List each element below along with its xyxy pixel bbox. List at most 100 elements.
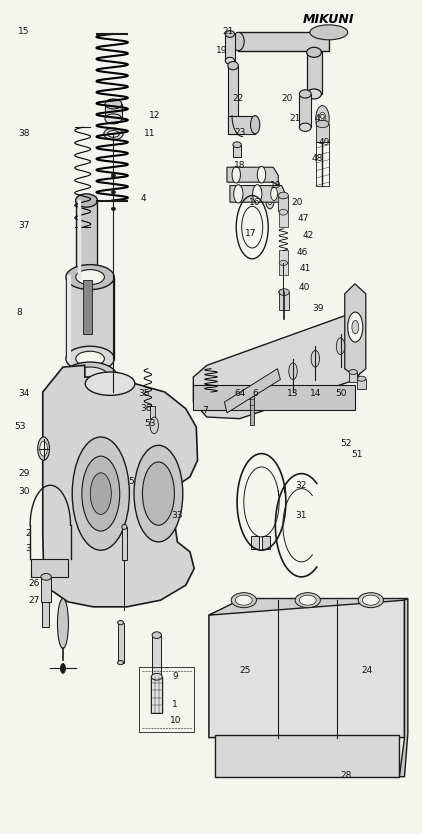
Text: 49: 49 — [315, 114, 326, 123]
Circle shape — [257, 167, 266, 183]
Circle shape — [134, 445, 183, 542]
Bar — [238, 33, 329, 51]
Text: 64: 64 — [235, 389, 246, 398]
Text: 17: 17 — [245, 229, 257, 239]
Ellipse shape — [76, 269, 104, 284]
Bar — [233, 145, 241, 158]
Text: 19: 19 — [216, 46, 227, 55]
Bar — [193, 385, 355, 410]
Circle shape — [90, 473, 111, 515]
Ellipse shape — [251, 116, 260, 134]
Text: 4: 4 — [141, 194, 146, 203]
Bar — [316, 124, 329, 143]
Text: 42: 42 — [302, 231, 314, 240]
Bar — [31, 559, 68, 577]
Ellipse shape — [122, 525, 127, 530]
Ellipse shape — [362, 595, 379, 605]
Bar — [150, 406, 155, 419]
Text: 48: 48 — [311, 154, 323, 163]
Ellipse shape — [111, 173, 116, 177]
Circle shape — [336, 338, 345, 354]
Text: 28: 28 — [340, 771, 351, 780]
Circle shape — [72, 437, 130, 550]
Bar — [122, 527, 127, 560]
Text: 6: 6 — [252, 389, 258, 398]
Text: 39: 39 — [313, 304, 324, 314]
Text: 14: 14 — [310, 389, 321, 398]
Text: 49: 49 — [319, 138, 330, 147]
Ellipse shape — [152, 632, 161, 639]
Ellipse shape — [111, 207, 116, 210]
Bar — [307, 53, 322, 94]
Ellipse shape — [316, 120, 329, 128]
Ellipse shape — [118, 661, 124, 665]
Text: 27: 27 — [29, 595, 40, 605]
Ellipse shape — [279, 260, 287, 265]
Text: 35: 35 — [138, 389, 149, 398]
Ellipse shape — [299, 595, 316, 605]
Circle shape — [234, 184, 243, 203]
Bar — [316, 143, 329, 185]
Polygon shape — [209, 599, 408, 615]
Circle shape — [319, 113, 326, 126]
Bar — [152, 636, 161, 676]
Text: 1: 1 — [172, 700, 178, 709]
Ellipse shape — [233, 33, 244, 51]
Ellipse shape — [299, 90, 311, 98]
Text: 40: 40 — [299, 284, 310, 293]
Text: 34: 34 — [18, 389, 30, 398]
Ellipse shape — [105, 99, 122, 109]
Polygon shape — [43, 365, 197, 607]
Ellipse shape — [358, 593, 384, 608]
Text: 31: 31 — [296, 510, 307, 520]
Ellipse shape — [76, 193, 97, 207]
Ellipse shape — [72, 367, 108, 387]
Ellipse shape — [57, 599, 68, 649]
Circle shape — [60, 664, 65, 673]
Ellipse shape — [225, 31, 235, 38]
Ellipse shape — [279, 289, 289, 295]
Ellipse shape — [225, 58, 235, 64]
Text: 53: 53 — [14, 423, 25, 431]
Text: 30: 30 — [18, 487, 30, 496]
Text: 36: 36 — [140, 404, 151, 413]
Ellipse shape — [295, 593, 320, 608]
Bar — [140, 667, 194, 731]
Circle shape — [268, 196, 272, 204]
Text: 38: 38 — [18, 129, 30, 138]
Text: 3: 3 — [25, 544, 31, 553]
Bar — [349, 372, 357, 382]
Ellipse shape — [281, 290, 286, 294]
Ellipse shape — [279, 209, 287, 215]
Bar — [41, 577, 51, 602]
Polygon shape — [345, 284, 366, 377]
Text: 12: 12 — [149, 111, 160, 120]
Ellipse shape — [104, 128, 123, 140]
Bar — [66, 277, 114, 359]
Bar — [357, 379, 366, 389]
Bar — [151, 676, 162, 712]
Polygon shape — [400, 599, 408, 776]
Ellipse shape — [278, 192, 288, 198]
Ellipse shape — [233, 142, 241, 148]
Polygon shape — [225, 369, 280, 413]
Bar — [299, 94, 311, 128]
Bar — [76, 200, 97, 277]
Ellipse shape — [66, 264, 114, 289]
Text: 52: 52 — [341, 440, 352, 448]
Bar — [225, 34, 235, 61]
Text: 20: 20 — [292, 198, 303, 207]
Circle shape — [82, 456, 120, 531]
Text: 5: 5 — [128, 477, 134, 486]
Circle shape — [253, 184, 262, 203]
Ellipse shape — [307, 48, 322, 58]
Text: 15: 15 — [18, 27, 30, 36]
Ellipse shape — [85, 372, 135, 395]
Circle shape — [348, 312, 363, 342]
Ellipse shape — [279, 289, 288, 295]
Ellipse shape — [63, 362, 117, 392]
Ellipse shape — [111, 190, 116, 193]
Text: 9: 9 — [172, 672, 178, 681]
Text: MIKUNI: MIKUNI — [303, 13, 354, 26]
Text: 21: 21 — [289, 114, 301, 123]
